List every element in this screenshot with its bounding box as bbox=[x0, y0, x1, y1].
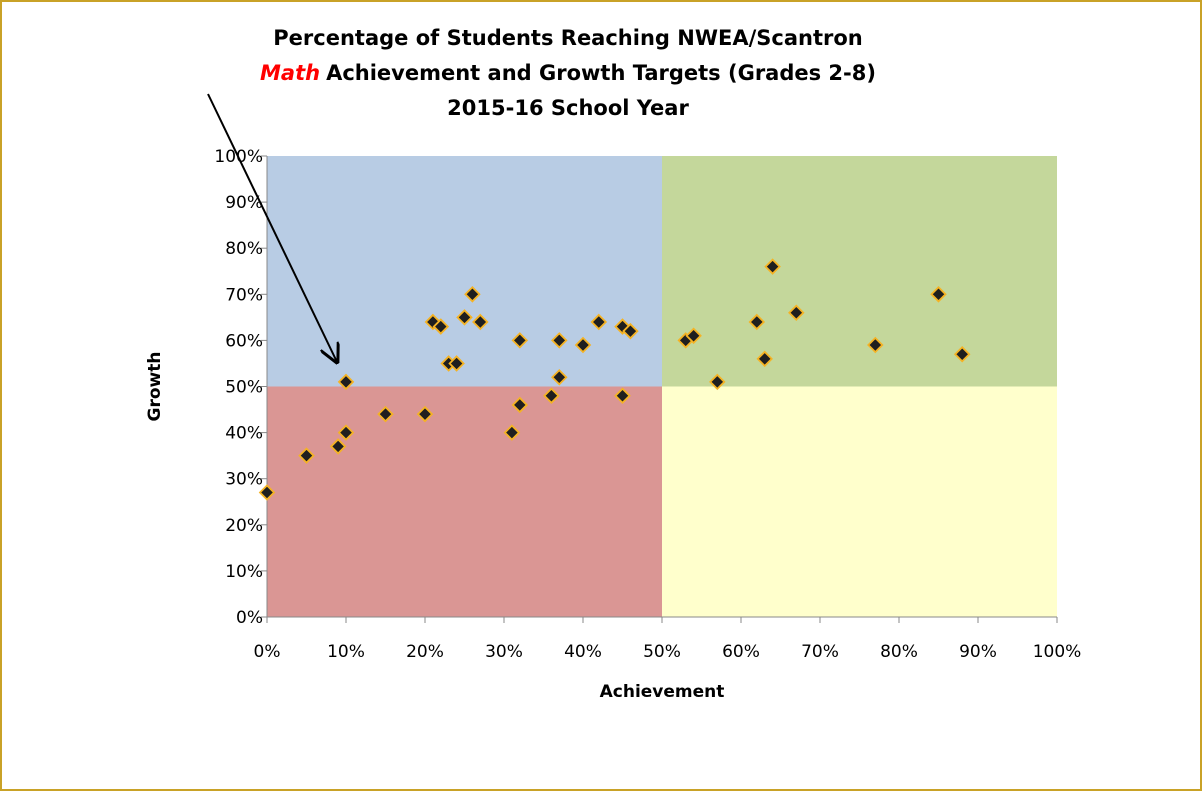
data-point bbox=[511, 396, 529, 414]
data-point bbox=[448, 355, 465, 372]
data-point bbox=[685, 327, 702, 345]
data-point bbox=[503, 424, 521, 441]
data-point bbox=[709, 373, 726, 391]
data-point bbox=[622, 322, 639, 340]
data-point bbox=[574, 336, 592, 354]
data-point bbox=[756, 350, 773, 368]
x-tick-label: 90% bbox=[959, 642, 997, 662]
data-point bbox=[930, 286, 947, 303]
quadrant bbox=[267, 386, 662, 617]
y-tick-label: 80% bbox=[225, 239, 263, 259]
title-text: Achievement and Growth Targets (Grades 2… bbox=[326, 61, 876, 85]
quadrant bbox=[267, 156, 662, 387]
data-point bbox=[551, 332, 568, 349]
chart-title: Math Achievement and Growth Targets (Grad… bbox=[260, 61, 876, 85]
y-tick-label: 40% bbox=[225, 424, 263, 444]
y-tick-label: 60% bbox=[225, 331, 263, 351]
y-tick-label: 30% bbox=[225, 470, 263, 490]
data-point bbox=[464, 286, 481, 303]
data-point bbox=[337, 424, 355, 441]
data-point bbox=[551, 369, 568, 386]
data-point bbox=[329, 438, 347, 455]
y-axis-title: Growth bbox=[145, 352, 165, 422]
x-tick-label: 60% bbox=[722, 642, 760, 662]
quadrant bbox=[662, 386, 1057, 617]
data-point bbox=[511, 332, 529, 349]
x-tick-label: 0% bbox=[254, 642, 281, 662]
y-tick-label: 10% bbox=[225, 562, 263, 582]
x-tick-label: 70% bbox=[801, 642, 839, 662]
data-point bbox=[432, 318, 450, 335]
chart-title: Percentage of Students Reaching NWEA/Sca… bbox=[273, 26, 862, 50]
data-point bbox=[258, 484, 276, 501]
data-point bbox=[416, 405, 434, 423]
y-tick-label: 70% bbox=[225, 285, 263, 305]
data-point bbox=[867, 336, 884, 354]
x-tick-label: 80% bbox=[880, 642, 918, 662]
y-tick-label: 20% bbox=[225, 516, 263, 536]
data-point bbox=[337, 373, 355, 391]
data-point bbox=[456, 309, 473, 326]
data-point bbox=[788, 304, 805, 322]
y-tick-label: 50% bbox=[225, 378, 263, 398]
data-point bbox=[298, 447, 315, 464]
y-tick-label: 90% bbox=[225, 193, 263, 213]
y-tick-label: 0% bbox=[236, 608, 263, 628]
x-axis-title: Achievement bbox=[600, 682, 725, 702]
data-point bbox=[543, 387, 560, 404]
chart-title: 2015-16 School Year bbox=[447, 96, 689, 120]
quadrant bbox=[662, 156, 1057, 387]
data-point bbox=[748, 313, 766, 331]
annotation-arrow bbox=[207, 93, 337, 362]
data-point bbox=[377, 405, 394, 423]
x-tick-label: 100% bbox=[1033, 642, 1082, 662]
data-point bbox=[614, 387, 631, 404]
plot-area: 0% 10% 20% 30% 40% 50% 60% 70% 80% 90% 100% 0% 10% 20… bbox=[214, 147, 1081, 662]
data-point bbox=[472, 313, 489, 331]
data-point bbox=[590, 313, 608, 331]
x-tick-label: 30% bbox=[485, 642, 523, 662]
x-tick-label: 40% bbox=[564, 642, 602, 662]
title-emphasis: Math bbox=[260, 61, 320, 85]
x-tick-label: 10% bbox=[327, 642, 365, 662]
x-tick-label: 50% bbox=[643, 642, 681, 662]
data-point bbox=[953, 345, 971, 363]
data-point bbox=[764, 258, 781, 275]
x-tick-label: 20% bbox=[406, 642, 444, 662]
